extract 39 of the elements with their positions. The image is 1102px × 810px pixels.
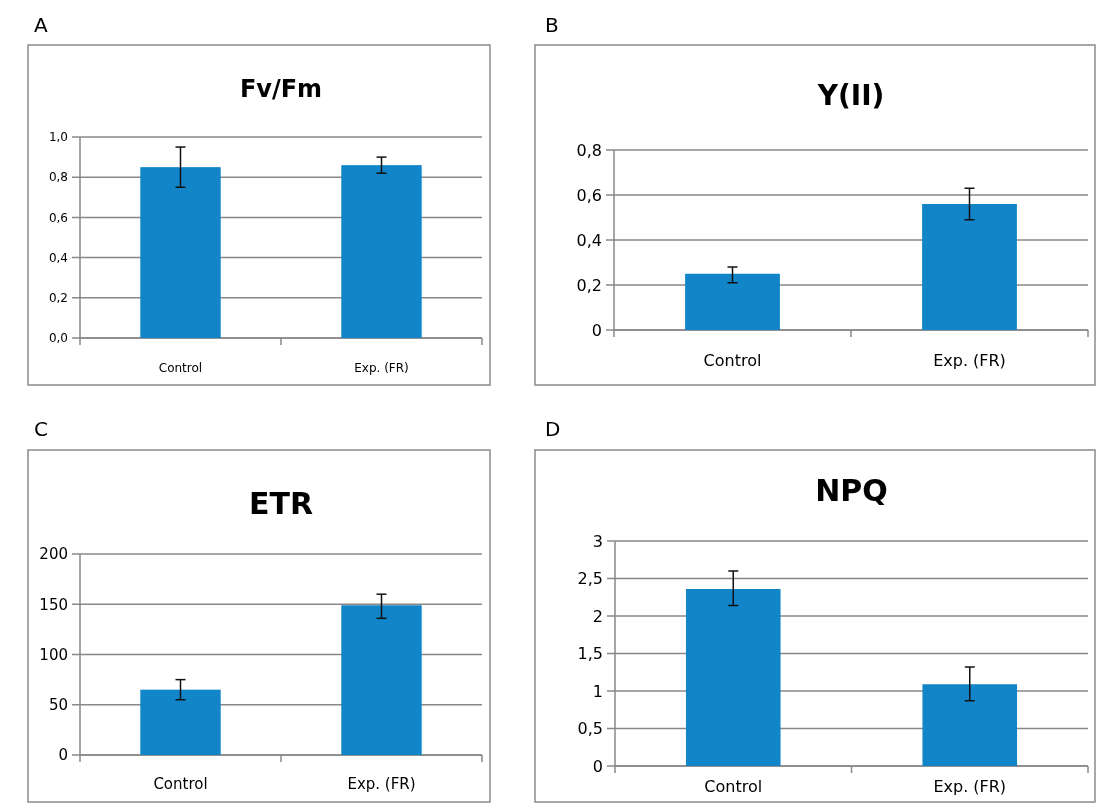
chart-title: ETR: [248, 486, 314, 521]
y-tick-label: 150: [39, 595, 68, 614]
text: B: [545, 13, 559, 37]
y-tick-label: 1,5: [577, 644, 603, 664]
y-tick-label: 0,8: [576, 140, 602, 160]
text: D: [545, 417, 561, 441]
y-tick-label: 1: [592, 681, 603, 701]
x-tick-label: Exp. (FR): [933, 777, 1007, 796]
y-tick-label: 2,5: [577, 569, 603, 589]
chart-title: Y(II): [816, 79, 885, 112]
y-tick-label: 3: [592, 531, 603, 551]
y-tick-label: 100: [39, 645, 68, 664]
text: C: [34, 417, 48, 441]
text: A: [34, 13, 48, 37]
x-tick-label: Exp. (FR): [933, 351, 1006, 370]
y-tick-label: 0,4: [576, 230, 602, 250]
y-tick-label: 0: [58, 746, 68, 765]
x-tick-label: Control: [703, 351, 762, 370]
y-tick-label: 0,0: [48, 331, 68, 346]
y-tick-label: 0,4: [48, 250, 68, 265]
x-tick-label: Control: [704, 777, 763, 796]
chart-title: NPQ: [815, 473, 888, 508]
y-tick-label: 50: [48, 696, 68, 714]
y-tick-label: 200: [39, 545, 68, 564]
y-tick-label: 0,2: [48, 291, 68, 305]
y-tick-label: 2: [592, 606, 603, 626]
y-tick-label: 0,2: [576, 275, 602, 295]
y-tick-label: 0,8: [48, 170, 68, 185]
y-tick-label: 0,6: [576, 185, 602, 205]
x-tick-label: Control: [153, 775, 208, 793]
x-tick-label: Control: [158, 361, 203, 375]
y-tick-label: 0,6: [48, 210, 68, 225]
chart-title: Fv/Fm: [239, 75, 323, 103]
x-tick-label: Exp. (FR): [354, 361, 409, 375]
y-tick-label: 0: [592, 756, 603, 776]
x-tick-label: Exp. (FR): [347, 775, 416, 793]
y-tick-label: 0,5: [577, 719, 603, 739]
y-tick-label: 1,0: [48, 130, 68, 145]
y-tick-label: 0: [591, 320, 602, 340]
